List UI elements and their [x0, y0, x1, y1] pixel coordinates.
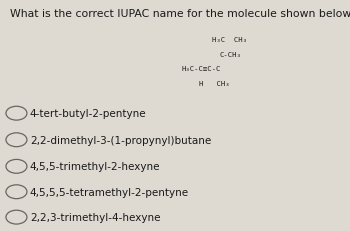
Text: H   CH₃: H CH₃	[199, 81, 230, 87]
Text: C-CH₃: C-CH₃	[220, 52, 242, 58]
Text: H₃C-C≡C-C: H₃C-C≡C-C	[182, 66, 221, 72]
Text: What is the correct IUPAC name for the molecule shown below?: What is the correct IUPAC name for the m…	[10, 9, 350, 19]
Text: 4,5,5-trimethyl-2-hexyne: 4,5,5-trimethyl-2-hexyne	[30, 162, 160, 173]
Text: H₃C  CH₃: H₃C CH₃	[212, 37, 247, 43]
Text: 2,2,3-trimethyl-4-hexyne: 2,2,3-trimethyl-4-hexyne	[30, 213, 160, 223]
Text: 2,2-dimethyl-3-(1-propynyl)butane: 2,2-dimethyl-3-(1-propynyl)butane	[30, 136, 211, 146]
Text: 4-tert-butyl-2-pentyne: 4-tert-butyl-2-pentyne	[30, 109, 146, 119]
Text: 4,5,5,5-tetramethyl-2-pentyne: 4,5,5,5-tetramethyl-2-pentyne	[30, 188, 189, 198]
